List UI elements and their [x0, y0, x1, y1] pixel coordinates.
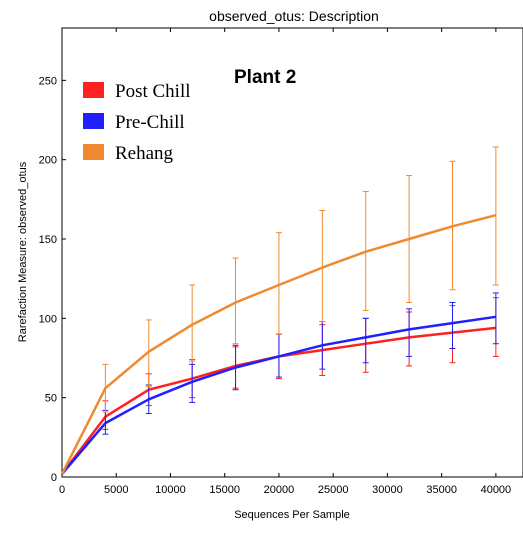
x-tick-label: 10000 [155, 484, 186, 496]
legend-swatch [83, 144, 104, 160]
y-tick-label: 200 [39, 155, 57, 167]
series-post-chill [61, 297, 499, 475]
series-pre-chill [61, 292, 499, 475]
chart-title: observed_otus: Description [209, 8, 379, 24]
x-tick-label: 40000 [481, 484, 512, 496]
series-layer [60, 146, 499, 475]
legend-swatch [83, 82, 104, 98]
y-tick-label: 150 [39, 234, 57, 246]
y-tick-label: 100 [39, 313, 57, 325]
x-tick-label: 0 [59, 484, 65, 496]
series-line [61, 315, 497, 475]
x-tick-label: 5000 [104, 484, 128, 496]
y-tick-label: 50 [45, 393, 57, 405]
x-tick-label: 30000 [372, 484, 403, 496]
x-tick-label: 15000 [209, 484, 240, 496]
x-tick-label: 25000 [318, 484, 349, 496]
x-tick-label: 35000 [426, 484, 457, 496]
series-line [60, 213, 497, 475]
x-tick-label: 20000 [264, 484, 295, 496]
series-rehang [60, 146, 499, 475]
legend: Post Chill Pre-Chill Rehang [83, 81, 191, 164]
legend-label: Pre-Chill [115, 112, 185, 133]
plant-annotation: Plant 2 [234, 67, 296, 88]
legend-label: Rehang [115, 143, 174, 164]
y-tick-label: 250 [39, 75, 57, 87]
x-axis-label: Sequences Per Sample [234, 509, 350, 521]
legend-label: Post Chill [115, 81, 191, 102]
legend-swatch [83, 113, 104, 129]
plot-area [61, 27, 523, 478]
axis-ticks: 0 5000 10000 15000 20000 25000 30000 35000 40000… [39, 28, 512, 496]
y-tick-label: 0 [51, 472, 57, 484]
y-axis-label: Rarefaction Measure: observed_otus [17, 161, 29, 342]
